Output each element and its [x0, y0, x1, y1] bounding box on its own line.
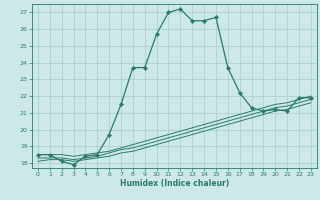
- X-axis label: Humidex (Indice chaleur): Humidex (Indice chaleur): [120, 179, 229, 188]
